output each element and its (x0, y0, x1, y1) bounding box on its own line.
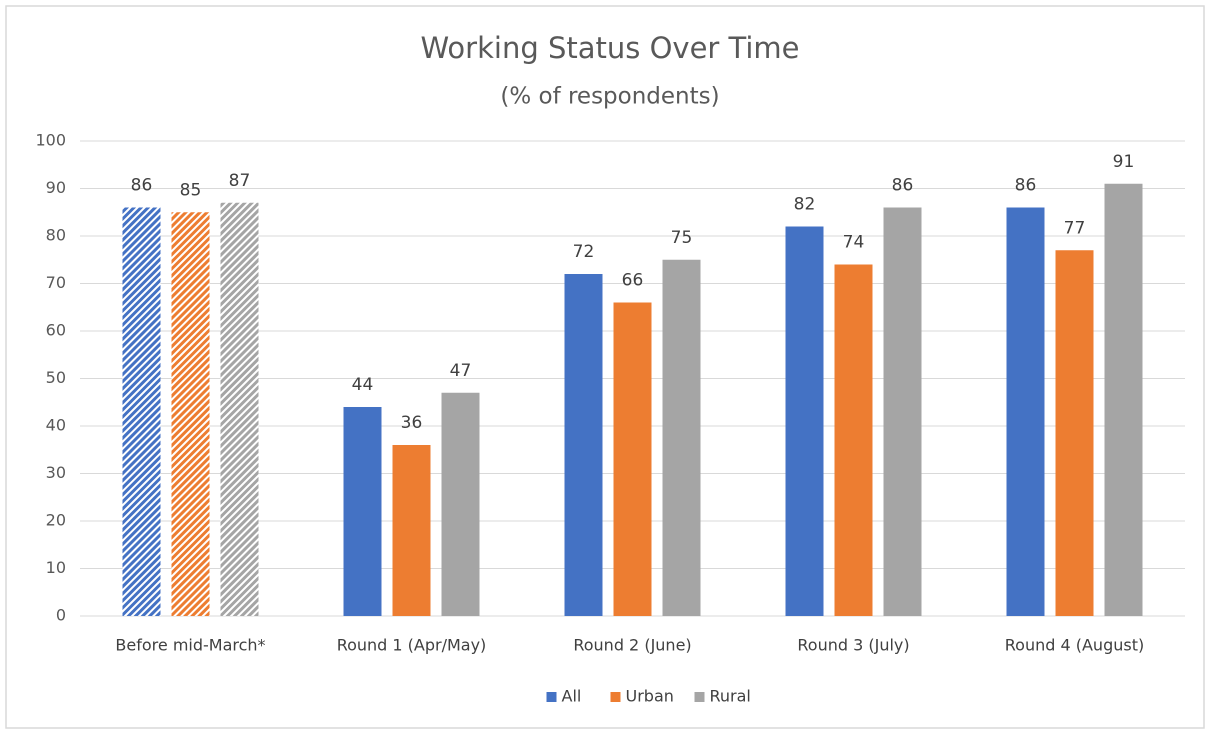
value-label: 85 (180, 180, 202, 200)
y-tick-label: 50 (46, 368, 66, 387)
value-label: 74 (843, 233, 865, 253)
y-tick-label: 0 (56, 606, 66, 625)
bar (171, 212, 210, 616)
x-tick-label: Round 3 (July) (797, 636, 909, 655)
value-label: 91 (1113, 152, 1135, 172)
legend-label: All (562, 687, 582, 706)
bar (564, 274, 603, 616)
legend-swatch (610, 692, 621, 702)
x-tick-label: Round 4 (August) (1005, 636, 1144, 655)
bar (220, 202, 259, 616)
x-tick-label: Before mid-March* (115, 636, 265, 655)
chart-title: Working Status Over Time (420, 31, 799, 65)
legend-label: Urban (626, 687, 674, 706)
value-label: 44 (352, 375, 374, 395)
value-label: 36 (401, 413, 423, 433)
bar (122, 207, 161, 616)
y-tick-label: 10 (46, 558, 66, 577)
bar (785, 226, 824, 616)
y-tick-label: 20 (46, 511, 66, 530)
y-tick-label: 80 (46, 226, 66, 245)
x-tick-label: Round 1 (Apr/May) (337, 636, 487, 655)
chart-subtitle: (% of respondents) (500, 84, 719, 110)
value-label: 82 (794, 195, 816, 215)
bar (1055, 250, 1094, 616)
value-label: 66 (622, 271, 644, 291)
value-label: 75 (671, 228, 693, 248)
value-label: 86 (1015, 176, 1037, 196)
bar (834, 264, 873, 616)
y-tick-label: 60 (46, 321, 66, 340)
value-label: 86 (131, 176, 153, 196)
y-tick-label: 100 (35, 131, 66, 150)
bar (662, 259, 701, 616)
y-tick-label: 40 (46, 416, 66, 435)
value-label: 72 (573, 242, 595, 262)
bar (441, 392, 480, 616)
y-tick-label: 30 (46, 463, 66, 482)
bar (392, 445, 431, 616)
x-tick-label: Round 2 (June) (573, 636, 691, 655)
bar (343, 407, 382, 616)
bar (613, 302, 652, 616)
y-tick-label: 70 (46, 273, 66, 292)
value-label: 87 (229, 171, 251, 191)
y-tick-label: 90 (46, 178, 66, 197)
value-label: 47 (450, 361, 472, 381)
legend-swatch (546, 692, 557, 702)
legend-label: Rural (710, 687, 751, 706)
value-label: 77 (1064, 218, 1086, 238)
bar (883, 207, 922, 616)
bar (1006, 207, 1045, 616)
value-label: 86 (892, 176, 914, 196)
bar (1104, 183, 1143, 616)
legend-swatch (694, 692, 705, 702)
